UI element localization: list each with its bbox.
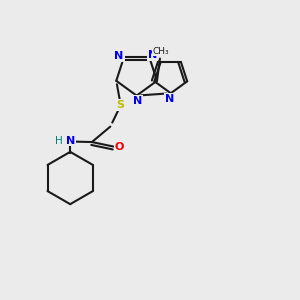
Text: N: N bbox=[114, 51, 124, 61]
Text: N: N bbox=[133, 96, 142, 106]
Text: O: O bbox=[115, 142, 124, 152]
Text: N: N bbox=[165, 94, 175, 104]
Text: H: H bbox=[55, 136, 63, 146]
Text: N: N bbox=[66, 136, 75, 146]
Text: S: S bbox=[117, 100, 125, 110]
Text: N: N bbox=[148, 50, 158, 60]
Text: CH₃: CH₃ bbox=[152, 46, 169, 56]
